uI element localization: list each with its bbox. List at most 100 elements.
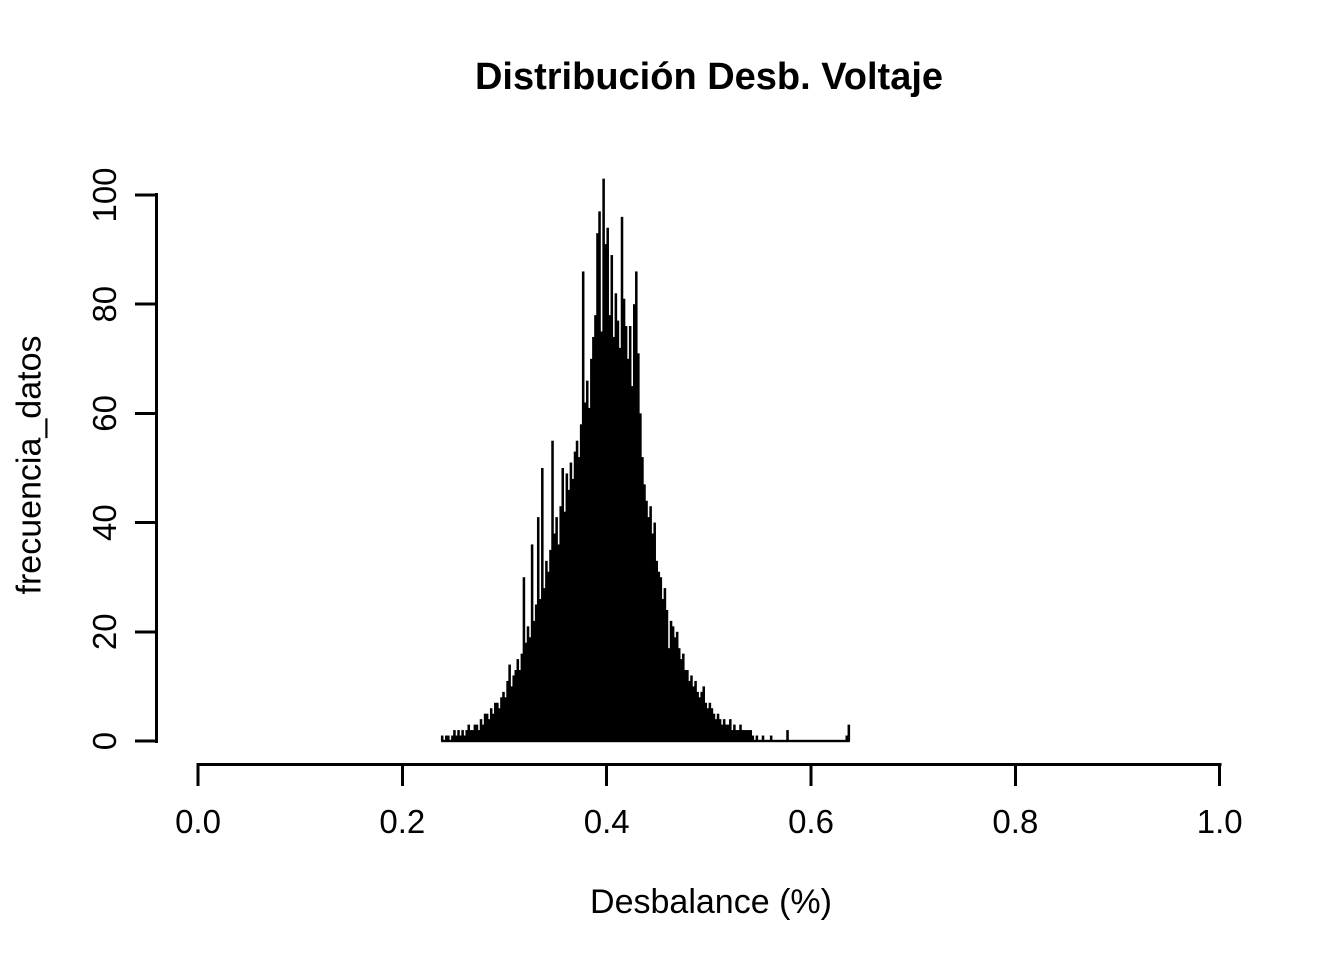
histogram-bar [714, 719, 718, 741]
histogram-bar [706, 708, 710, 741]
histogram-bar [500, 697, 503, 741]
histogram-bar [700, 691, 703, 741]
histogram-bar [743, 730, 746, 741]
histogram-bar [718, 719, 722, 741]
histogram-bar [710, 708, 714, 741]
histogram-bar [461, 730, 464, 741]
histogram-bar [606, 227, 609, 741]
histogram-bar [667, 648, 671, 741]
histogram-bar [847, 724, 851, 741]
histogram-bar [745, 730, 748, 741]
histogram-bar [600, 331, 603, 741]
histogram-bar [731, 730, 734, 741]
histogram-bar [506, 680, 509, 741]
histogram-bar [447, 735, 450, 741]
histogram-bar [471, 730, 475, 741]
histogram-bar [451, 735, 454, 741]
histogram-bar [508, 664, 511, 741]
histogram-bar [514, 670, 518, 741]
x-tick-label: 1.0 [1197, 803, 1243, 840]
histogram-bar [512, 675, 515, 741]
histogram-bar [610, 255, 614, 741]
histogram-bar [647, 517, 650, 741]
histogram-bar [561, 468, 565, 741]
histogram-bar [536, 517, 540, 741]
histogram-bar [726, 724, 730, 741]
histogram-bar [716, 713, 720, 741]
histogram-bar [565, 473, 569, 741]
histogram-bar [682, 653, 685, 741]
histogram-bar [653, 522, 656, 741]
histogram-bar [637, 353, 640, 741]
histogram-bar [445, 735, 448, 741]
histogram-bar [504, 697, 507, 741]
y-tick-label: 60 [86, 395, 123, 432]
histogram-bar [491, 713, 495, 741]
histogram-bar [440, 735, 444, 741]
histogram-bar [596, 233, 599, 741]
histogram-bar [626, 358, 630, 741]
histogram-bar [510, 686, 513, 741]
histogram-bar [477, 730, 481, 741]
histogram-bar [635, 271, 638, 741]
chart-title: Distribución Desb. Voltaje [474, 56, 944, 98]
histogram-bar [622, 298, 626, 741]
histogram-bar [579, 424, 583, 741]
histogram-bar [573, 451, 577, 741]
histogram-bar [720, 724, 724, 741]
histogram-bar [467, 724, 471, 741]
x-tick-label: 0.0 [175, 803, 221, 840]
histogram-bar [557, 544, 560, 741]
x-axis-title: Desbalance (%) [590, 883, 832, 921]
histogram-bar [524, 642, 528, 741]
histogram-bar [453, 730, 456, 741]
histogram-bar [541, 468, 544, 741]
histogram-bar [694, 680, 697, 741]
histogram-bar [575, 440, 579, 741]
histogram-bar [567, 489, 571, 741]
histogram-bar [530, 544, 534, 741]
histogram-bar [457, 730, 460, 741]
histogram-bar [577, 457, 581, 741]
histogram-bar [522, 577, 526, 741]
histogram-bar [489, 708, 493, 741]
histogram-bar [702, 686, 706, 741]
x-tick-label: 0.2 [379, 803, 425, 840]
histogram-bar [704, 702, 708, 741]
histogram-bar [677, 648, 681, 741]
x-tick-label: 0.6 [788, 803, 834, 840]
histogram-bar [751, 735, 755, 741]
histogram-bar [538, 599, 542, 741]
y-tick-label: 40 [86, 504, 123, 541]
histogram-bar [583, 402, 587, 741]
histogram-bar [741, 730, 744, 741]
histogram-bar [516, 659, 520, 741]
histogram-bar [688, 680, 691, 741]
histogram-bar [724, 724, 728, 741]
histogram-bar [786, 730, 789, 741]
histogram-bar [735, 730, 738, 741]
histogram-bar [496, 702, 499, 741]
histogram-bar [712, 713, 716, 741]
histogram-bar [733, 724, 736, 741]
histogram-bar [518, 670, 522, 741]
histogram-bar [545, 560, 548, 741]
x-tick-label: 0.8 [992, 803, 1038, 840]
histogram-bar [684, 670, 687, 741]
histogram-bar [551, 440, 554, 741]
histogram-bar [696, 691, 699, 741]
histogram-bar [690, 675, 693, 741]
histogram-bar [749, 730, 753, 741]
histogram-bar [643, 484, 646, 741]
histogram-bar [649, 506, 652, 741]
histogram-bar [632, 304, 636, 741]
histogram-bar [645, 500, 648, 741]
histogram-bar [528, 637, 532, 741]
histogram-bar [620, 216, 624, 742]
histogram-bar [708, 702, 712, 741]
histogram-bar [692, 686, 695, 741]
y-tick-label: 20 [86, 613, 123, 650]
histogram-bar [618, 347, 622, 741]
histogram-bar [455, 735, 458, 741]
histogram-bar [673, 637, 677, 741]
